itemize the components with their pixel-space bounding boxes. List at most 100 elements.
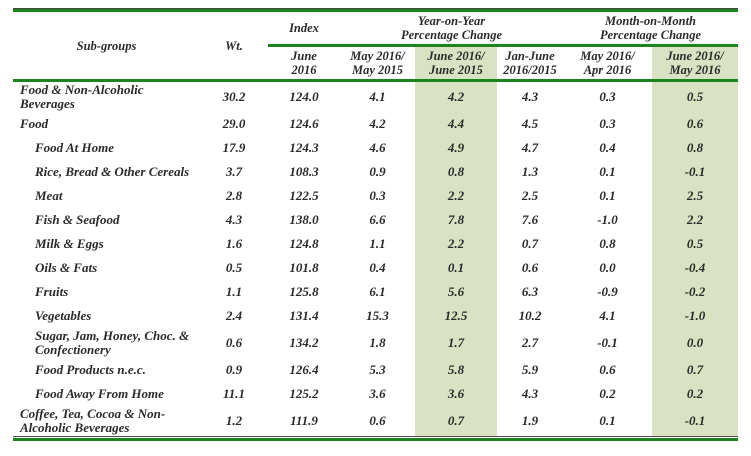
value-cell: 4.6	[369, 140, 386, 155]
value-cell: 17.9	[222, 140, 246, 155]
value-cell: 15.3	[366, 308, 389, 323]
cpi-subgroups-table: Sub-groups Wt. Index Year-on-Year Percen…	[13, 12, 739, 437]
subgroup-name: Milk & Eggs	[35, 236, 104, 251]
header-group-row: Sub-groups Wt. Index Year-on-Year Percen…	[13, 12, 739, 82]
subgroup-name: Fish & Seafood	[35, 212, 120, 227]
period-line2: 2016/2015	[503, 63, 557, 77]
value-cell: 0.4	[369, 260, 386, 275]
value-cell: 0.9	[225, 362, 243, 377]
table-row: Food 29.0 124.6 4.2 4.4 4.5 0.3 0.6	[13, 112, 739, 136]
subgroup-name: Food	[20, 116, 49, 131]
table-top-rule	[13, 8, 738, 12]
value-cell: 3.6	[369, 386, 386, 401]
table-row: Fish & Seafood 4.3 138.0 6.6 7.8 7.6 -1.0 2.2	[13, 208, 739, 232]
table-row: Food & Non-Alcoholic Beverages 30.2 124.0 4…	[13, 80, 739, 112]
value-cell: 10.2	[518, 308, 542, 323]
value-cell: 4.7	[521, 140, 539, 155]
value-cell: 7.6	[521, 212, 539, 227]
value-cell: 108.3	[289, 164, 319, 179]
table-row: Food Products n.e.c. 0.9 126.4 5.3 5.8 5.9 0.6…	[13, 358, 739, 382]
table-body: Food & Non-Alcoholic Beverages 30.2 124.0 4…	[13, 80, 739, 437]
value-cell: 4.3	[225, 212, 243, 227]
value-cell: -1.0	[597, 212, 618, 227]
value-cell: 6.1	[369, 284, 386, 299]
value-cell: 0.7	[415, 406, 497, 437]
value-cell: -0.1	[652, 160, 739, 184]
value-cell: 5.9	[521, 362, 539, 377]
value-cell: 0.7	[521, 236, 539, 251]
period-line2: Apr 2016	[583, 63, 632, 77]
group-header-mom: Month-on-Month Percentage Change	[563, 12, 739, 47]
subgroup-name: Food Products n.e.c.	[35, 362, 146, 377]
value-cell: 124.0	[289, 89, 319, 104]
value-cell: 0.5	[652, 80, 739, 112]
value-cell: 0.3	[599, 89, 616, 104]
table-row: Rice, Bread & Other Cereals 3.7 108.3 0.9 0.…	[13, 160, 739, 184]
period-line1: May 2016/	[350, 49, 405, 63]
col-header-may16-may15: May 2016/ May 2015	[340, 45, 415, 82]
period-line1: June	[291, 49, 317, 63]
value-cell: 0.8	[652, 136, 739, 160]
value-cell: 12.5	[415, 304, 497, 328]
value-cell: 5.6	[415, 280, 497, 304]
subgroup-name: Sugar, Jam, Honey, Choc. & Confectionery	[35, 328, 190, 357]
value-cell: 134.2	[289, 335, 319, 350]
value-cell: 101.8	[289, 260, 319, 275]
header-period-row: June 2016 May 2016/ May 2015 June 2016/ …	[13, 45, 739, 82]
value-cell: 125.8	[289, 284, 319, 299]
value-cell: 4.3	[521, 386, 539, 401]
value-cell: 138.0	[289, 212, 319, 227]
period-line1: June 2016/	[427, 49, 485, 63]
value-cell: -0.1	[652, 406, 739, 437]
period-line1: Jan-June	[505, 49, 555, 63]
col-header-janjune: Jan-June 2016/2015	[497, 45, 563, 82]
value-cell: 4.2	[369, 116, 386, 131]
value-cell: 4.1	[599, 308, 616, 323]
value-cell: 2.5	[521, 188, 539, 203]
value-cell: 7.8	[415, 208, 497, 232]
value-cell: 1.6	[225, 236, 243, 251]
value-cell: 4.3	[521, 89, 539, 104]
value-cell: 0.1	[599, 188, 616, 203]
value-cell: 124.8	[289, 236, 319, 251]
value-cell: 4.5	[521, 116, 539, 131]
value-cell: 0.1	[599, 164, 616, 179]
value-cell: 0.2	[599, 386, 616, 401]
value-cell: 0.9	[369, 164, 386, 179]
value-cell: 11.1	[222, 386, 246, 401]
col-header-june-2016: June 2016	[268, 45, 340, 82]
period-line2: June 2015	[429, 63, 483, 77]
table-row: Fruits 1.1 125.8 6.1 5.6 6.3 -0.9 -0.2	[13, 280, 739, 304]
value-cell: 131.4	[289, 308, 319, 323]
value-cell: 2.2	[652, 208, 739, 232]
value-cell: 29.0	[222, 116, 246, 131]
value-cell: -0.1	[597, 335, 618, 350]
value-cell: 2.5	[652, 184, 739, 208]
value-cell: 1.1	[369, 236, 386, 251]
subgroup-name: Vegetables	[35, 308, 92, 323]
value-cell: 0.6	[225, 335, 243, 350]
value-cell: 1.3	[521, 164, 539, 179]
table-row: Food Away From Home 11.1 125.2 3.6 3.6 4.3 0.2…	[13, 382, 739, 406]
period-line1: June 2016/	[666, 49, 724, 63]
value-cell: -1.0	[652, 304, 739, 328]
value-cell: 0.6	[599, 362, 616, 377]
value-cell: 1.9	[497, 406, 563, 437]
table-row: Food At Home 17.9 124.3 4.6 4.9 4.7 0.4 0.8	[13, 136, 739, 160]
subgroup-name: Food & Non-Alcoholic Beverages	[20, 82, 144, 111]
value-cell: 122.5	[289, 188, 319, 203]
group-header-yoy-line2: Percentage Change	[400, 28, 503, 42]
value-cell: 111.9	[268, 406, 340, 437]
value-cell: 1.1	[225, 284, 243, 299]
value-cell: 4.4	[415, 112, 497, 136]
value-cell: 0.3	[369, 188, 386, 203]
table-row: Vegetables 2.4 131.4 15.3 12.5 10.2 4.1 -1.0	[13, 304, 739, 328]
value-cell: 0.0	[652, 328, 739, 358]
period-line1: May 2016/	[580, 49, 635, 63]
value-cell: 0.1	[563, 406, 652, 437]
value-cell: 3.7	[225, 164, 243, 179]
period-line2: May 2015	[351, 63, 404, 77]
value-cell: 1.7	[415, 328, 497, 358]
col-header-wt: Wt.	[200, 12, 268, 82]
value-cell: 0.2	[652, 382, 739, 406]
